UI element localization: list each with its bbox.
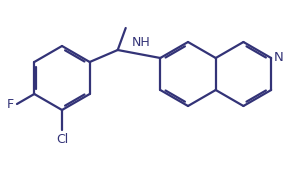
Text: N: N	[274, 51, 284, 63]
Text: Cl: Cl	[56, 133, 68, 146]
Text: F: F	[7, 97, 14, 110]
Text: NH: NH	[132, 36, 150, 49]
